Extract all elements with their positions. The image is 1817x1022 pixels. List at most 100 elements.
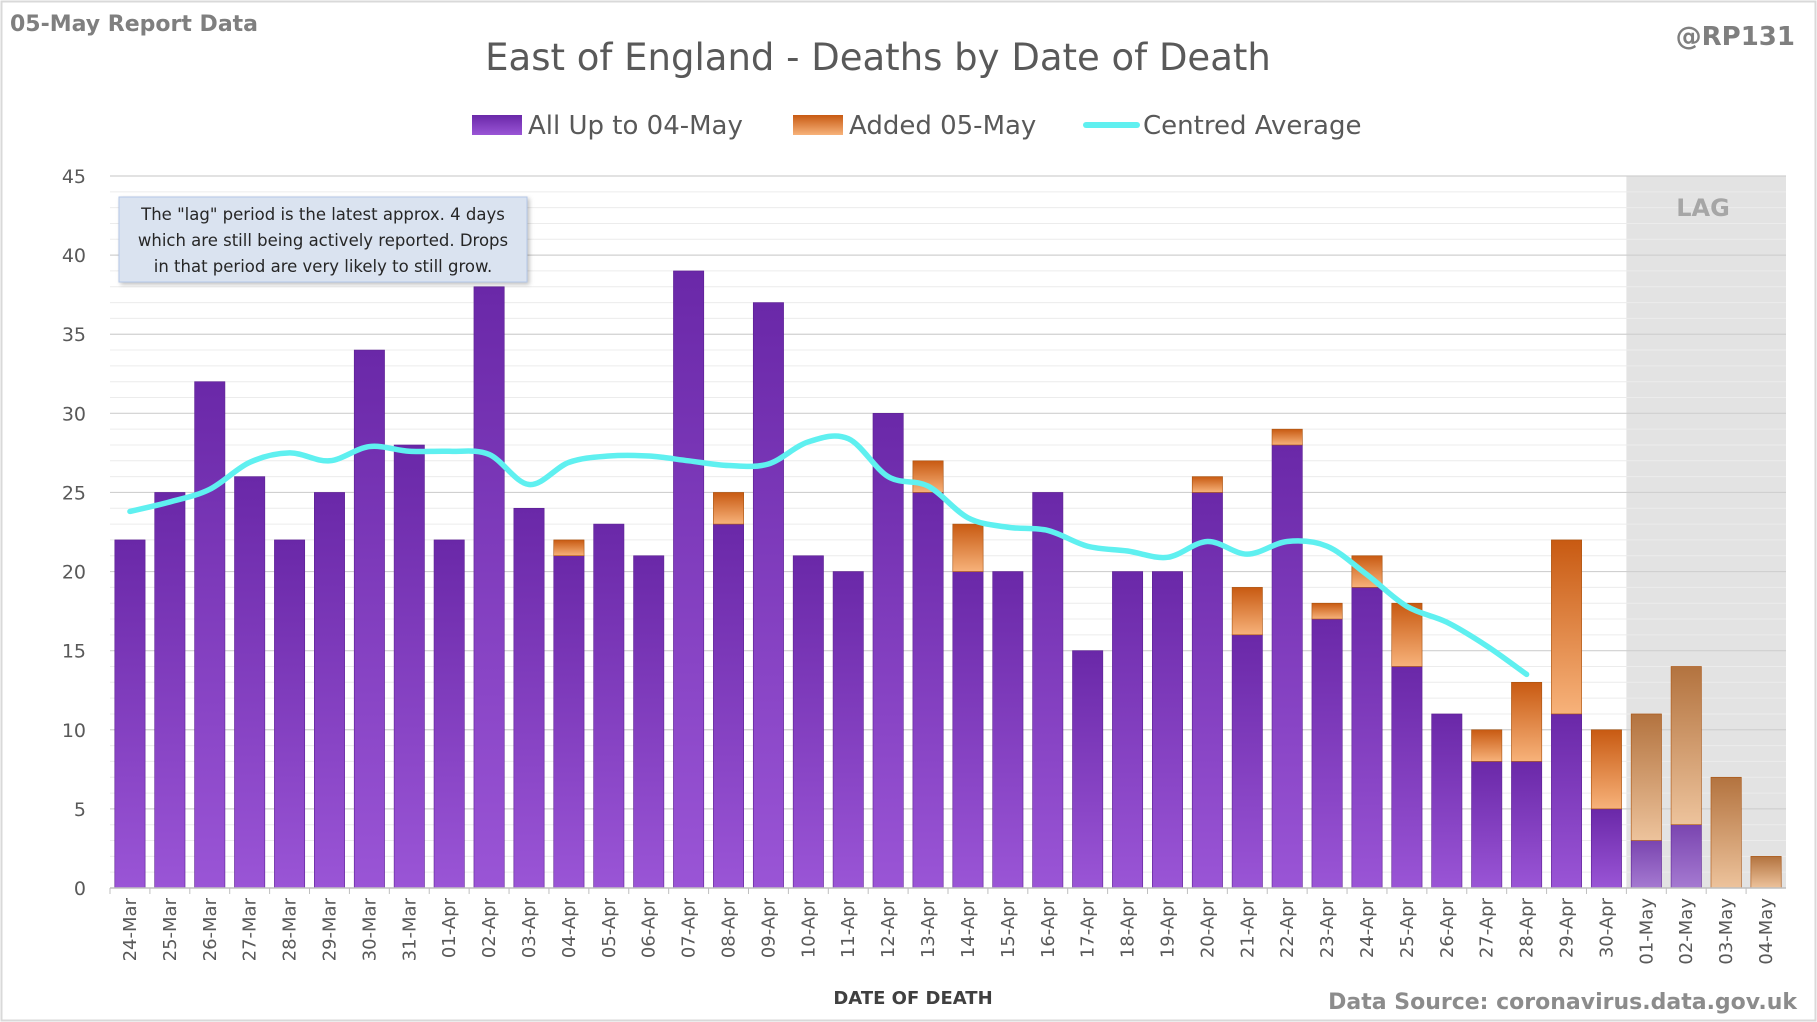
bar-base-31-Mar [393, 444, 425, 889]
x-tick-label: 17-Apr [1078, 897, 1099, 958]
x-tick-label: 22-Apr [1277, 897, 1298, 958]
x-tick-label: 24-Apr [1357, 897, 1378, 958]
annotation-line-1: The "lag" period is the latest approx. 4… [140, 205, 505, 224]
x-tick-label: 24-Mar [120, 897, 141, 961]
x-axis-ticks: 24-Mar 25-Mar 26-Mar 27-Mar 28-Mar 29-Mar 30-M… [109, 888, 1777, 965]
y-tick-label: 30 [62, 403, 86, 425]
bar-base-15-Apr [992, 571, 1024, 889]
bar-added-28-Apr [1511, 682, 1543, 762]
bar-base-25-Mar [154, 492, 186, 889]
x-tick-label: 07-Apr [679, 897, 700, 958]
report-date-label: 05-May Report Data [10, 12, 258, 37]
y-tick-label: 45 [62, 166, 86, 188]
x-tick-label: 14-Apr [958, 897, 979, 958]
bar-base-27-Apr [1471, 761, 1503, 889]
x-tick-label: 28-Mar [280, 897, 301, 961]
bar-base-28-Apr [1511, 761, 1543, 889]
legend-label-average: Centred Average [1143, 111, 1361, 141]
x-tick-label: 16-Apr [1038, 897, 1059, 958]
bar-base-04-Apr [553, 555, 585, 889]
bar-added-14-Apr [952, 523, 984, 572]
bar-base-30-Mar [353, 349, 385, 889]
bar-base-17-Apr [1072, 650, 1104, 889]
annotation-line-3: in that period are very likely to still … [154, 257, 492, 276]
x-tick-label: 27-Apr [1477, 897, 1498, 958]
x-tick-label: 03-Apr [519, 897, 540, 958]
x-tick-label: 11-Apr [838, 897, 859, 958]
x-tick-label: 08-Apr [719, 897, 740, 958]
x-tick-label: 12-Apr [878, 897, 899, 958]
x-tick-label: 30-Mar [359, 897, 380, 961]
legend-swatch-base [472, 115, 522, 135]
x-tick-label: 01-May [1636, 898, 1657, 965]
x-tick-label: 04-May [1756, 898, 1777, 965]
grid-layer [110, 175, 1786, 873]
bar-base-27-Mar [234, 476, 266, 889]
annotation-background [118, 196, 528, 283]
author-handle: @RP131 [1676, 22, 1795, 52]
bar-layer [114, 270, 1782, 889]
y-tick-label: 5 [74, 799, 86, 821]
annotation-line-2: which are still being actively reported.… [138, 231, 508, 250]
x-tick-label: 09-Apr [758, 897, 779, 958]
bar-base-24-Mar [114, 539, 146, 889]
x-tick-label: 29-Mar [319, 897, 340, 961]
bar-base-21-Apr [1231, 634, 1263, 889]
x-tick-label: 10-Apr [798, 897, 819, 958]
bar-added-20-Apr [1191, 476, 1223, 493]
legend-label-added: Added 05-May [849, 111, 1036, 141]
legend-swatch-added [793, 115, 843, 135]
bar-base-12-Apr [872, 413, 904, 889]
bar-added-13-Apr [912, 460, 944, 493]
average-line-layer [127, 433, 1530, 678]
bar-base-01-May [1630, 840, 1662, 889]
bar-base-11-Apr [832, 571, 864, 889]
bar-base-25-Apr [1391, 666, 1423, 889]
x-tick-label: 15-Apr [998, 897, 1019, 958]
x-tick-label: 19-Apr [1157, 897, 1178, 958]
bar-base-22-Apr [1271, 444, 1303, 889]
x-tick-label: 13-Apr [918, 897, 939, 958]
annotation-box: The "lag" period is the latest approx. 4… [118, 196, 528, 283]
data-source: Data Source: coronavirus.data.gov.uk [1328, 990, 1798, 1015]
x-tick-label: 04-Apr [559, 897, 580, 958]
bar-added-29-Apr [1551, 539, 1582, 715]
bar-base-29-Mar [314, 492, 345, 889]
x-tick-label: 05-Apr [599, 897, 620, 958]
lag-label: LAG [1676, 194, 1730, 222]
y-tick-label: 0 [74, 878, 86, 900]
x-tick-label: 21-Apr [1237, 897, 1258, 958]
bar-added-23-Apr [1311, 602, 1343, 620]
bar-base-28-Mar [274, 539, 306, 889]
y-tick-label: 15 [62, 641, 86, 663]
y-tick-label: 40 [62, 245, 86, 267]
bar-base-01-Apr [433, 539, 465, 889]
x-tick-label: 23-Apr [1317, 897, 1338, 958]
bar-added-08-Apr [713, 492, 744, 525]
x-tick-label: 25-Apr [1397, 897, 1418, 958]
legend: All Up to 04-May Added 05-May Centred Av… [472, 111, 1361, 141]
bar-base-24-Apr [1351, 587, 1383, 889]
bar-base-13-Apr [912, 492, 944, 889]
x-tick-label: 31-Mar [399, 897, 420, 961]
x-tick-label: 26-Mar [200, 897, 221, 961]
x-tick-label: 20-Apr [1197, 897, 1218, 958]
bar-base-26-Mar [194, 381, 226, 889]
bar-base-02-Apr [473, 286, 505, 889]
bar-base-29-Apr [1551, 713, 1582, 889]
bar-base-19-Apr [1152, 571, 1183, 889]
x-tick-label: 06-Apr [639, 897, 660, 958]
bar-added-02-May [1670, 666, 1702, 826]
x-tick-label: 28-Apr [1517, 897, 1538, 958]
bar-added-04-May [1750, 856, 1782, 889]
chart-title: East of England - Deaths by Date of Deat… [485, 36, 1271, 79]
bar-base-09-Apr [752, 302, 784, 889]
bar-base-06-Apr [633, 555, 665, 889]
bar-base-07-Apr [673, 270, 705, 889]
bar-added-04-Apr [553, 539, 585, 557]
bar-base-30-Apr [1590, 808, 1622, 889]
bar-base-20-Apr [1191, 492, 1223, 889]
y-tick-label: 10 [62, 720, 86, 742]
